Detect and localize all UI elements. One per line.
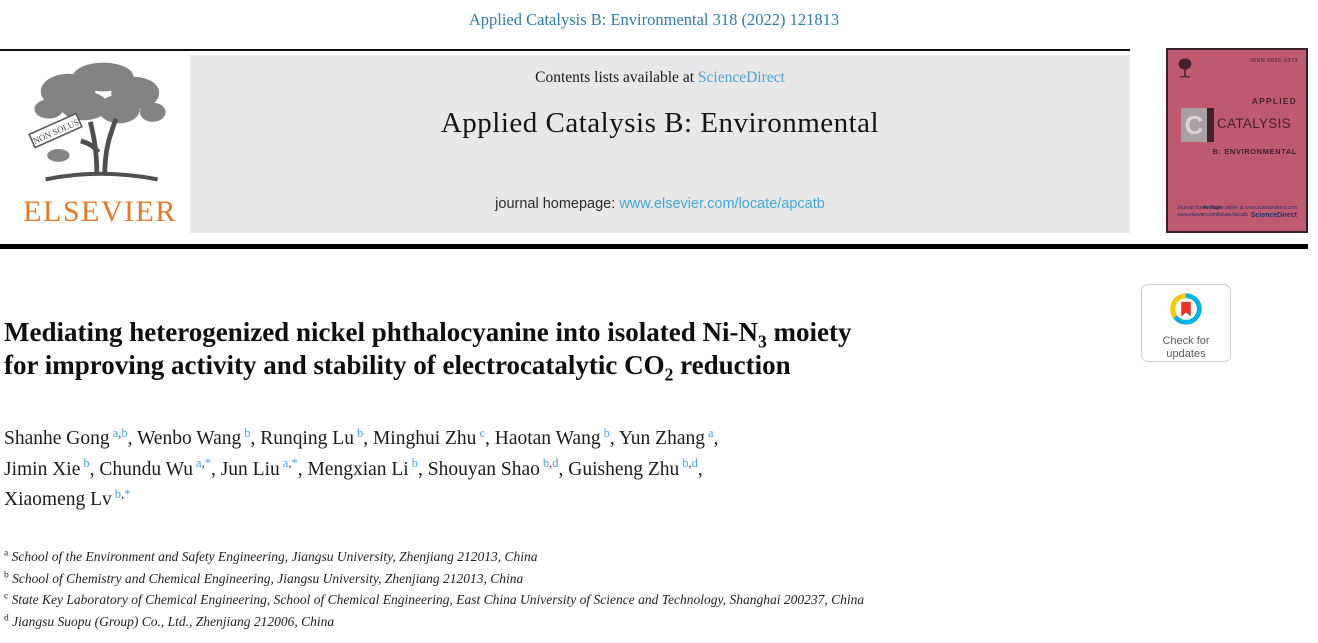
affiliation-list: a School of the Environment and Safety E… (4, 546, 1114, 632)
elsevier-logo-block[interactable]: NON SOLUS ELSEVIER (14, 56, 186, 232)
cover-homepage-url: www.elsevier.com/locate/apcatb (1177, 212, 1248, 218)
author-name: Minghui Zhu (372, 428, 477, 449)
cover-applied-label: APPLIED (1251, 96, 1297, 106)
journal-header-banner: Contents lists available at ScienceDirec… (190, 55, 1130, 233)
author-affiliation-sup[interactable]: b (83, 456, 90, 470)
author-name: Shanhe Gong (4, 428, 110, 449)
author-affiliation-sup[interactable]: b (603, 425, 610, 440)
running-head-citation: Applied Catalysis B: Environmental 318 (… (468, 10, 840, 29)
header-bottom-rule (0, 244, 1308, 249)
author-name: Shouyan Shao (427, 458, 540, 480)
author-affiliation-sup[interactable]: a,b (112, 425, 128, 440)
author-affiliation-sup[interactable]: b,d (542, 456, 559, 470)
journal-homepage-link[interactable]: www.elsevier.com/locate/apcatb (619, 196, 825, 212)
author-name: Chundu Wu (99, 458, 194, 480)
journal-title: Applied Catalysis B: Environmental (440, 107, 880, 139)
cover-issn: ISSN 0926-3373 (1250, 58, 1298, 64)
cover-title: CATALYSIS (1217, 116, 1291, 131)
author-affiliation-sup[interactable]: a,* (196, 456, 211, 470)
author-name: Wenbo Wang (136, 428, 242, 449)
sciencedirect-link[interactable]: ScienceDirect (697, 69, 785, 86)
author-name: Yun Zhang (618, 428, 705, 449)
author-affiliation-sup[interactable]: b (411, 456, 418, 470)
cover-sciencedirect-text: Available online at www.sciencedirect.co… (1203, 205, 1297, 219)
cover-available-online: Available online at www.sciencedirect.co… (1203, 205, 1297, 211)
author-list: Shanhe Gong a,b, Wenbo Wang b, Runqing Lu b… (4, 425, 719, 510)
author-name: Jimin Xie (4, 458, 81, 480)
affiliation-item: d Jiangsu Suopu (Group) Co., Ltd., Zhenj… (4, 613, 335, 629)
author-name: Mengxian Li (307, 458, 409, 480)
affiliation-item: a School of the Environment and Safety E… (4, 548, 538, 564)
contents-line: Contents lists available at ScienceDirec… (190, 69, 1130, 87)
contents-prefix: Contents lists available at (535, 69, 698, 86)
author-name: Guisheng Zhu (568, 458, 680, 480)
author-affiliation-sup[interactable]: b (356, 425, 364, 440)
author-affiliation-sup[interactable]: b,d (682, 456, 698, 470)
journal-cover-thumbnail[interactable]: ISSN 0926-3373 APPLIED C CATALYSIS B: EN… (1166, 48, 1308, 233)
cover-homepage-label: Journal Home Page: (1177, 205, 1223, 211)
article-title: Mediating heterogenized nickel phthalocy… (4, 317, 852, 385)
cover-vertical-strip (1207, 108, 1214, 142)
author-affiliation-sup[interactable]: c (479, 425, 485, 440)
cover-sciencedirect-label: ScienceDirect (1250, 212, 1297, 219)
homepage-prefix: journal homepage: (495, 196, 620, 212)
cover-homepage-text: Journal Home Page: www.elsevier.com/loca… (1177, 205, 1248, 219)
check-for-updates-label: Check for updates (1142, 335, 1230, 361)
check-for-updates-badge[interactable]: Check for updates (1141, 284, 1231, 362)
cover-letter-c: C (1181, 108, 1207, 142)
affiliation-item: b School of Chemistry and Chemical Engin… (4, 570, 524, 586)
badge-line1: Check for (1162, 335, 1210, 347)
journal-homepage-line: journal homepage: www.elsevier.com/locat… (190, 196, 1130, 212)
badge-line2: updates (1166, 348, 1206, 360)
author-name: Jun Liu (220, 458, 280, 480)
elsevier-tree-icon: NON SOLUS (28, 62, 166, 182)
author-name: Haotan Wang (494, 428, 601, 449)
author-affiliation-sup[interactable]: b (244, 425, 251, 440)
crossmark-icon (1170, 293, 1202, 325)
author-name: Xiaomeng Lv (4, 489, 112, 510)
author-affiliation-sup[interactable]: a,* (282, 456, 298, 470)
cover-subtitle: B: ENVIRONMENTAL (1212, 147, 1297, 156)
elsevier-wordmark: ELSEVIER (23, 195, 177, 228)
cover-elsevier-tree-icon (1178, 58, 1192, 78)
author-affiliation-sup[interactable]: b,* (114, 486, 131, 501)
author-name: Runqing Lu (260, 428, 354, 449)
header-top-rule (0, 49, 1130, 51)
affiliation-item: c State Key Laboratory of Chemical Engin… (4, 591, 865, 607)
author-affiliation-sup[interactable]: a (708, 425, 714, 440)
